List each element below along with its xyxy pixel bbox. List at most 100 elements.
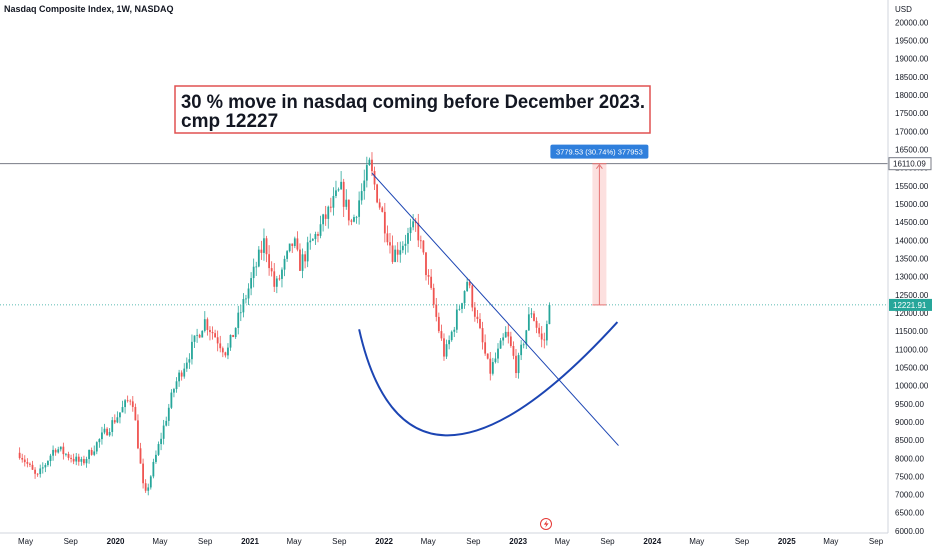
candle xyxy=(180,370,183,381)
candle xyxy=(432,283,435,309)
candle xyxy=(31,460,34,471)
candle xyxy=(232,334,234,338)
candle xyxy=(373,166,376,191)
candle xyxy=(211,326,214,340)
time-tick-label: May xyxy=(421,537,436,546)
trend-line[interactable] xyxy=(371,172,619,446)
candle xyxy=(165,416,168,427)
candle xyxy=(57,446,60,454)
candle xyxy=(301,248,304,279)
candle xyxy=(340,171,343,190)
candle xyxy=(41,462,44,474)
time-tick-label: 2023 xyxy=(509,537,527,546)
candle xyxy=(329,197,332,213)
candle xyxy=(509,331,512,348)
candle xyxy=(237,305,240,335)
candle xyxy=(538,323,541,338)
cup-curve[interactable] xyxy=(358,321,619,437)
candle xyxy=(358,191,361,225)
time-tick-label: May xyxy=(555,537,570,546)
candle xyxy=(103,423,106,435)
candle xyxy=(296,231,299,252)
candle xyxy=(548,302,551,325)
candle xyxy=(281,267,283,288)
text-annotation[interactable]: 30 % move in nasdaq coming before Decemb… xyxy=(174,85,651,134)
candles xyxy=(18,152,551,496)
annotation-line1: 30 % move in nasdaq coming before Decemb… xyxy=(181,92,645,113)
candle xyxy=(522,342,525,349)
candle xyxy=(368,157,371,166)
candle xyxy=(347,199,350,226)
candle xyxy=(44,463,47,473)
candle xyxy=(21,453,24,463)
candle xyxy=(458,305,461,311)
candle xyxy=(394,245,397,263)
candle xyxy=(520,340,523,361)
candle xyxy=(124,398,126,414)
candle xyxy=(273,263,276,292)
candle xyxy=(23,455,26,467)
candle xyxy=(327,205,330,229)
price-tick-label: 19500.00 xyxy=(895,37,929,46)
price-tick-label: 16500.00 xyxy=(895,146,929,155)
drawings[interactable] xyxy=(358,172,619,446)
time-axis[interactable]: May Sep 2020 May Sep 2021 May Sep 2022 May Sep 2023… xyxy=(0,532,888,546)
candle xyxy=(47,460,49,467)
candle xyxy=(175,377,178,393)
candle xyxy=(239,304,242,322)
price-tick-label: 14500.00 xyxy=(895,218,929,227)
measure-label-text: 3779.53 (30.74%) 377953 xyxy=(556,148,643,157)
candle xyxy=(129,399,132,406)
candle xyxy=(389,233,391,254)
annotation-box[interactable] xyxy=(174,85,651,134)
candle xyxy=(502,333,505,346)
candle xyxy=(353,214,355,223)
candle xyxy=(491,357,494,376)
candle xyxy=(49,453,52,467)
candle xyxy=(437,312,440,334)
candle xyxy=(219,335,222,353)
candle xyxy=(162,419,165,445)
lightning-icon[interactable] xyxy=(540,518,552,530)
candle xyxy=(54,448,57,456)
price-tick-label: 17500.00 xyxy=(895,109,929,118)
candle xyxy=(293,236,296,249)
time-tick-label: 2022 xyxy=(375,537,393,546)
candle xyxy=(93,445,96,457)
candle xyxy=(90,447,93,456)
candle xyxy=(430,269,433,290)
time-tick-label: 2025 xyxy=(778,537,796,546)
candle xyxy=(134,403,137,421)
candle xyxy=(425,252,427,281)
measure-tool[interactable]: 3779.53 (30.74%) 377953 xyxy=(550,144,649,306)
candle xyxy=(443,333,445,361)
candle xyxy=(466,277,469,292)
price-tick-label: 20000.00 xyxy=(895,18,929,27)
price-tick-label: 12500.00 xyxy=(895,291,929,300)
price-axis[interactable]: 6000.00 6500.00 7000.00 7500.00 8000.00 8500.… xyxy=(887,0,932,536)
candle xyxy=(517,352,520,379)
candle xyxy=(322,213,325,232)
price-tick-label: 11500.00 xyxy=(895,327,928,336)
time-tick-label: 2024 xyxy=(643,537,661,546)
price-tick-label: 11000.00 xyxy=(895,345,928,354)
candle xyxy=(309,233,312,250)
candle xyxy=(62,442,65,460)
candle xyxy=(275,275,278,294)
time-tick-label: May xyxy=(823,537,838,546)
candle xyxy=(499,337,502,349)
candle xyxy=(350,218,353,226)
candle xyxy=(72,453,75,465)
candle xyxy=(206,317,209,336)
candle xyxy=(286,249,289,262)
candle xyxy=(371,152,373,177)
candle xyxy=(263,228,265,261)
candle xyxy=(332,187,335,216)
candle xyxy=(34,467,36,479)
candle xyxy=(378,198,381,210)
candle xyxy=(95,441,98,455)
candle xyxy=(497,343,499,364)
candle xyxy=(106,427,108,436)
candle xyxy=(345,189,348,210)
